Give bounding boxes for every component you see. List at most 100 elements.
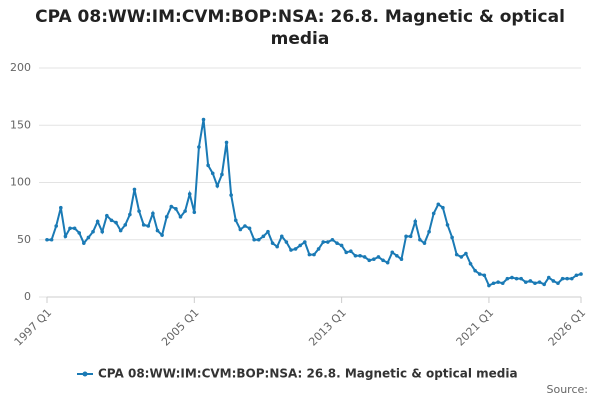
point bbox=[307, 252, 312, 257]
point bbox=[215, 184, 220, 188]
point bbox=[270, 241, 275, 245]
point bbox=[192, 210, 197, 215]
point bbox=[256, 237, 261, 242]
x-tick-label: 2026 Q1 bbox=[546, 306, 589, 349]
point bbox=[187, 192, 192, 196]
point bbox=[86, 235, 91, 240]
point bbox=[298, 243, 302, 248]
point bbox=[279, 234, 284, 239]
point bbox=[491, 281, 496, 286]
point bbox=[482, 273, 487, 278]
point bbox=[496, 280, 500, 284]
x-tick-label: 2005 Q1 bbox=[159, 306, 202, 349]
point bbox=[510, 275, 514, 280]
point bbox=[514, 276, 519, 281]
point bbox=[54, 224, 59, 228]
point bbox=[473, 268, 477, 273]
point bbox=[450, 235, 454, 240]
point bbox=[123, 223, 128, 227]
point bbox=[197, 145, 201, 149]
point bbox=[390, 250, 395, 255]
y-tick-label: 100 bbox=[10, 176, 31, 189]
point bbox=[551, 279, 556, 283]
point bbox=[418, 237, 422, 242]
point bbox=[385, 260, 390, 265]
point bbox=[146, 224, 151, 228]
point bbox=[542, 282, 546, 287]
point bbox=[500, 281, 505, 286]
point bbox=[330, 237, 335, 242]
point bbox=[206, 163, 210, 168]
point bbox=[174, 207, 178, 211]
legend-marker bbox=[82, 371, 88, 377]
point bbox=[105, 213, 109, 218]
point bbox=[477, 272, 482, 276]
x-tick-label: 2021 Q1 bbox=[454, 306, 497, 349]
point bbox=[574, 273, 579, 278]
point bbox=[151, 211, 155, 216]
point bbox=[427, 229, 431, 234]
y-tick-label: 50 bbox=[17, 233, 31, 246]
point bbox=[95, 219, 100, 224]
legend-label: CPA 08:WW:IM:CVM:BOP:NSA: 26.8. Magnetic… bbox=[98, 367, 518, 381]
point bbox=[293, 247, 298, 251]
point bbox=[266, 229, 270, 234]
point bbox=[284, 240, 289, 244]
point bbox=[537, 280, 542, 284]
point bbox=[178, 215, 183, 219]
point bbox=[569, 276, 574, 281]
point bbox=[118, 228, 123, 233]
point bbox=[91, 229, 95, 234]
point bbox=[556, 281, 560, 286]
point bbox=[68, 226, 72, 231]
point bbox=[349, 249, 353, 253]
point bbox=[399, 257, 404, 262]
point bbox=[141, 223, 146, 227]
point bbox=[261, 234, 266, 239]
point bbox=[505, 276, 510, 281]
point bbox=[72, 226, 77, 231]
point bbox=[445, 223, 450, 227]
point bbox=[100, 229, 105, 234]
x-tick-label: 1997 Q1 bbox=[12, 306, 55, 349]
point bbox=[238, 227, 243, 232]
point bbox=[533, 281, 537, 286]
point bbox=[132, 187, 137, 192]
point bbox=[487, 283, 491, 288]
point bbox=[454, 252, 459, 257]
point bbox=[224, 140, 229, 145]
point bbox=[441, 205, 445, 210]
point bbox=[229, 193, 233, 197]
point bbox=[243, 224, 247, 228]
point bbox=[201, 117, 206, 122]
point bbox=[353, 253, 358, 258]
point bbox=[210, 171, 215, 176]
point bbox=[579, 272, 583, 276]
point bbox=[335, 241, 339, 245]
point bbox=[459, 255, 464, 259]
x-tick-label: 2013 Q1 bbox=[306, 306, 349, 349]
point bbox=[289, 248, 293, 252]
point bbox=[436, 202, 441, 207]
point bbox=[523, 280, 528, 284]
point bbox=[321, 240, 326, 244]
point bbox=[326, 240, 330, 244]
point bbox=[183, 209, 187, 213]
point bbox=[275, 244, 279, 249]
point bbox=[408, 234, 413, 239]
point bbox=[362, 255, 367, 259]
point bbox=[169, 204, 174, 209]
point bbox=[137, 209, 141, 213]
point bbox=[358, 253, 362, 258]
point bbox=[464, 251, 468, 256]
point bbox=[344, 250, 349, 255]
point bbox=[404, 234, 408, 239]
point bbox=[381, 258, 385, 263]
point bbox=[155, 228, 160, 233]
point bbox=[367, 258, 372, 263]
series-line bbox=[47, 119, 582, 287]
point bbox=[395, 253, 399, 258]
point bbox=[82, 241, 86, 245]
